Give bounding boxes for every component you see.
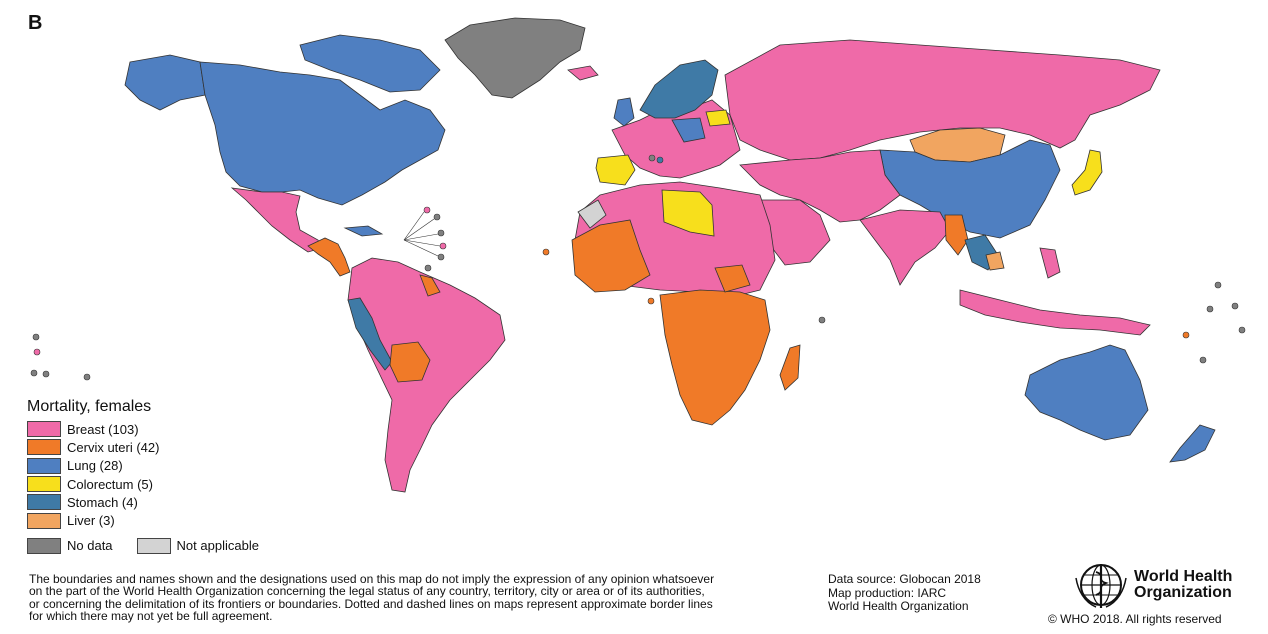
disclaimer-text: The boundaries and names shown and the d… (29, 573, 809, 622)
central-america-region (307, 237, 351, 277)
disclaimer-line: on the part of the World Health Organiza… (29, 584, 705, 599)
island-dot (648, 154, 656, 162)
legend-label: Liver (3) (67, 513, 115, 529)
island-dot (30, 369, 38, 377)
sub-saharan-africa-region (659, 289, 771, 426)
legend-item: Lung (28) (27, 457, 283, 475)
iceland-region (567, 65, 599, 81)
legend-item: Stomach (4) (27, 493, 283, 511)
caribbean-region (343, 225, 384, 237)
legend-swatch (136, 537, 171, 554)
who-name-line: Organization (1134, 584, 1232, 601)
legend-label: Colorectum (5) (67, 476, 153, 492)
philippines-region (1039, 247, 1061, 279)
map-legend: Mortality, females Breast (103) Cervix u… (27, 398, 283, 554)
western-sahara-region (577, 199, 607, 229)
west-africa-region (571, 219, 651, 293)
island-dot (1182, 331, 1190, 339)
legend-item: Liver (3) (27, 511, 283, 529)
who-name-line: World Health (1134, 568, 1233, 585)
legend-swatch (27, 439, 61, 456)
island-dot (647, 297, 655, 305)
scandinavia-region (639, 59, 719, 119)
indochina-liver-region (985, 251, 1005, 271)
guiana-region (419, 274, 441, 297)
legend-item: Cervix uteri (42) (27, 438, 283, 456)
mexico-region (230, 187, 323, 253)
japan-region (1071, 149, 1103, 196)
island-dot (433, 213, 441, 221)
island-dot (83, 373, 91, 381)
island-dot (818, 316, 826, 324)
island-dot (1238, 326, 1246, 334)
greenland-region (444, 17, 586, 99)
legend-title: Mortality, females (27, 398, 152, 415)
island-dot (437, 229, 445, 237)
who-emblem-icon (1075, 564, 1127, 608)
island-dot (656, 156, 664, 164)
legend-swatch (27, 537, 61, 554)
island-dot (437, 253, 445, 261)
island-dot (33, 348, 41, 356)
alaska-region (124, 54, 206, 111)
legend-label: Not applicable (176, 538, 259, 554)
iberia-region (595, 154, 636, 186)
island-dot (32, 333, 40, 341)
libya-region (661, 189, 715, 237)
north-america-region (199, 61, 446, 206)
legend-list: Breast (103) Cervix uteri (42) Lung (28)… (27, 420, 283, 530)
legend-label: Stomach (4) (67, 494, 138, 510)
indonesia-region (959, 289, 1151, 336)
legend-label: Lung (28) (67, 458, 123, 474)
disclaimer-line: for which there may not yet be full agre… (29, 608, 273, 623)
legend-swatch (27, 457, 61, 474)
central-asia-region (739, 149, 901, 223)
legend-swatch (27, 476, 61, 493)
legend-label: Cervix uteri (42) (67, 439, 160, 455)
island-dot (1206, 305, 1214, 313)
sudan-region (714, 264, 751, 293)
arctic-islands-region (299, 34, 441, 93)
island-dot (1214, 281, 1222, 289)
china-region (879, 139, 1061, 239)
legend-no-data: No data (27, 537, 113, 554)
uk-region (613, 97, 635, 127)
legend-item: Breast (103) (27, 420, 283, 438)
bolivia-region (389, 341, 431, 383)
island-dot (42, 370, 50, 378)
island-dot (1231, 302, 1239, 310)
legend-label: Breast (103) (67, 421, 139, 437)
legend-extra: No data Not applicable (27, 537, 283, 554)
legend-swatch (27, 421, 61, 438)
copyright-text: © WHO 2018. All rights reserved (1048, 612, 1222, 626)
source-line: Map production: IARC (828, 585, 947, 600)
disclaimer-line: or concerning the delimitation of its fr… (29, 596, 713, 611)
island-dot (439, 242, 447, 250)
panel-label: B (28, 12, 43, 34)
australia-region (1024, 344, 1149, 441)
legend-swatch (27, 494, 61, 511)
legend-label: No data (67, 538, 113, 554)
belarus-region (705, 109, 731, 127)
india-region (859, 209, 951, 286)
south-america-region (347, 257, 506, 493)
island-dot (423, 206, 431, 214)
new-zealand-region (1169, 424, 1216, 463)
central-europe-region (671, 117, 706, 143)
legend-swatch (27, 512, 61, 529)
disclaimer-line: The boundaries and names shown and the d… (29, 572, 715, 586)
island-dot (424, 264, 432, 272)
source-line: Data source: Globocan 2018 (828, 572, 981, 586)
source-line: World Health Organization (828, 599, 969, 613)
data-source: Data source: Globocan 2018 Map productio… (828, 572, 981, 614)
madagascar-region (779, 344, 801, 391)
legend-not-applicable: Not applicable (136, 537, 259, 554)
who-logo: World Health Organization (1074, 560, 1232, 610)
myanmar-region (944, 214, 969, 256)
legend-item: Colorectum (5) (27, 475, 283, 493)
who-name: World Health Organization (1134, 569, 1232, 601)
island-dot (542, 248, 550, 256)
island-dot (1199, 356, 1207, 364)
